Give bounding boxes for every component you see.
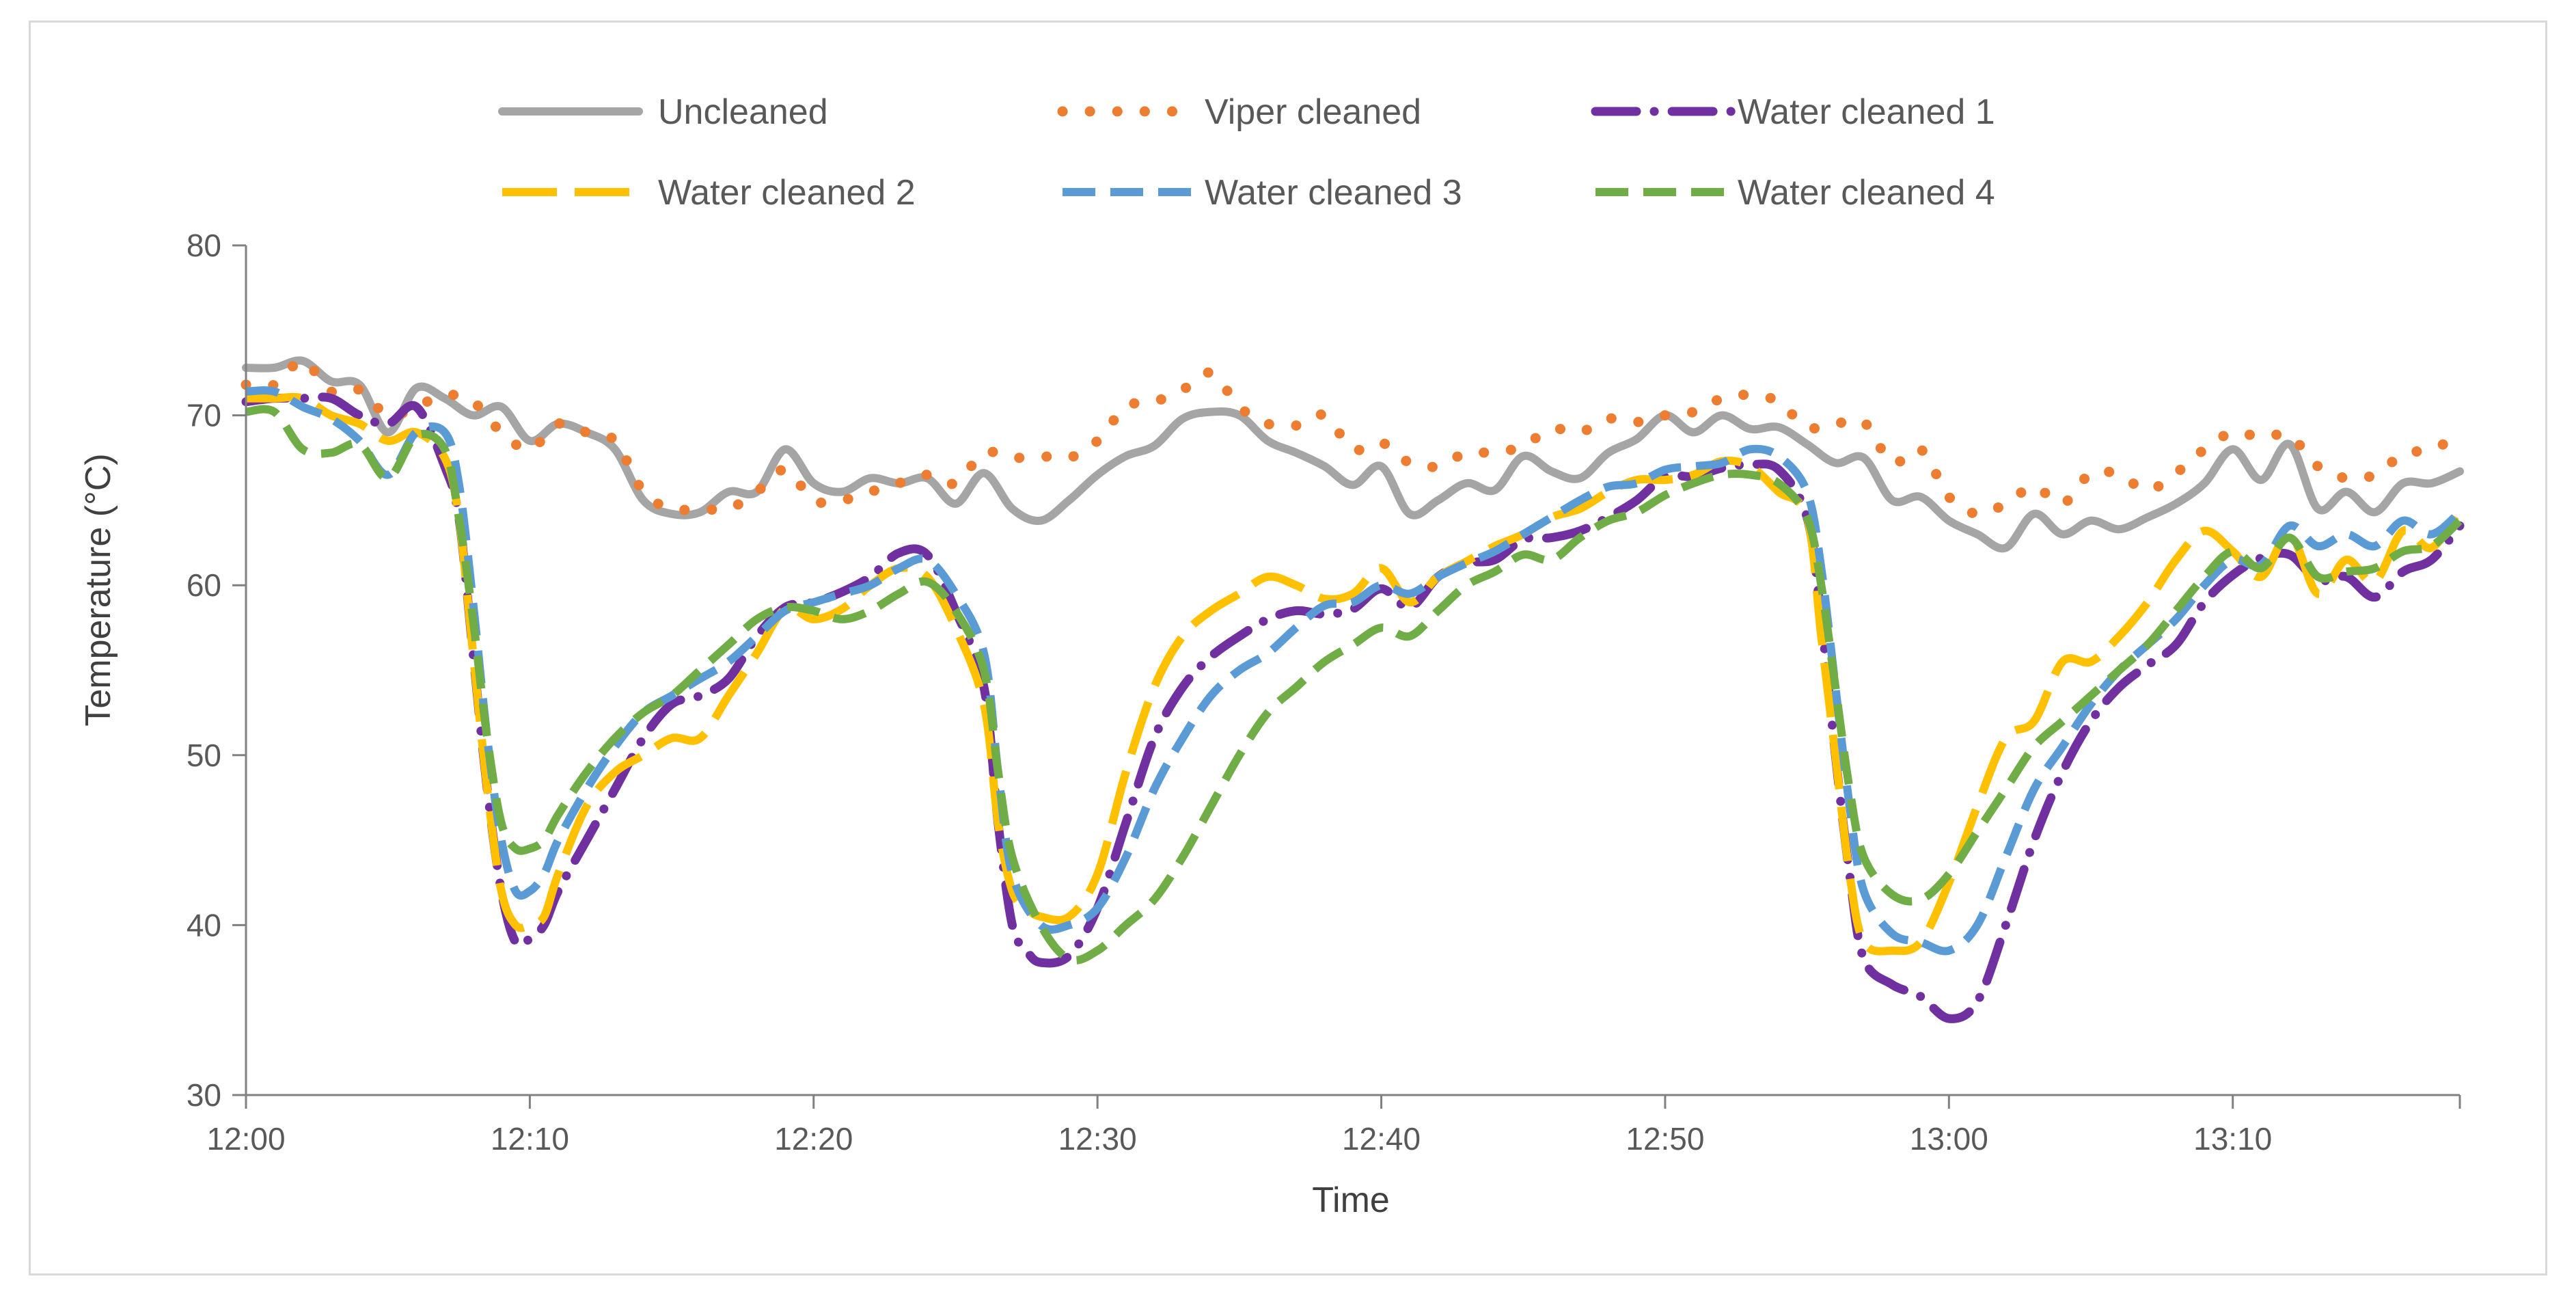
series-lines	[241, 355, 2465, 1023]
x-tick-label: 12:50	[1626, 1121, 1704, 1157]
x-axis-title: Time	[1312, 1180, 1390, 1220]
legend-item-water-cleaned-1: Water cleaned 1	[1591, 92, 1995, 132]
series-line-viper-cleaned	[241, 355, 2465, 519]
series-line-uncleaned	[242, 356, 2464, 553]
y-tick-label: 60	[187, 567, 221, 603]
legend: Uncleaned Viper cleaned Water cleaned 1 Wat…	[498, 92, 1995, 213]
legend-item-viper-cleaned: Viper cleaned	[1057, 92, 1421, 132]
x-tick-label: 13:00	[1910, 1121, 1988, 1157]
series-line-water-cleaned-2	[245, 392, 2464, 956]
y-tick-label: 80	[187, 228, 221, 263]
series-line-water-cleaned-3	[245, 386, 2463, 956]
temperature-line-chart: Uncleaned Viper cleaned Water cleaned 1 Wat…	[79, 92, 2465, 1220]
legend-item-water-cleaned-3: Water cleaned 3	[1063, 173, 1462, 213]
x-tick-label: 12:40	[1342, 1121, 1421, 1157]
legend-label: Water cleaned 3	[1205, 173, 1462, 213]
y-tick-label: 40	[187, 907, 221, 943]
x-tick-label: 13:10	[2193, 1121, 2272, 1157]
x-tick-label: 12:30	[1058, 1121, 1137, 1157]
x-tick-label: 12:00	[206, 1121, 285, 1157]
legend-label: Uncleaned	[658, 92, 828, 132]
series-line-water-cleaned-1	[241, 392, 2465, 1023]
legend-label: Viper cleaned	[1205, 92, 1421, 132]
y-tick-label: 50	[187, 738, 221, 773]
x-tick-label: 12:20	[774, 1121, 853, 1157]
legend-item-water-cleaned-2: Water cleaned 2	[502, 173, 916, 213]
chart-frame: Uncleaned Viper cleaned Water cleaned 1 Wat…	[29, 21, 2547, 1275]
legend-label: Water cleaned 2	[658, 173, 916, 213]
x-tick-label: 12:10	[491, 1121, 569, 1157]
y-tick-label: 70	[187, 398, 221, 433]
y-tick-label: 30	[187, 1077, 221, 1113]
legend-item-water-cleaned-4: Water cleaned 4	[1595, 173, 1995, 213]
series-line-water-cleaned-4	[245, 405, 2463, 964]
legend-label: Water cleaned 4	[1738, 173, 1995, 213]
legend-item-uncleaned: Uncleaned	[498, 92, 828, 132]
legend-label: Water cleaned 1	[1738, 92, 1995, 132]
y-axis-title: Temperature (°C)	[79, 453, 118, 726]
axes: 30 40 50 60 70 80 12:00 12:10 12:20 12:30 12:40 12:…	[187, 228, 2461, 1157]
